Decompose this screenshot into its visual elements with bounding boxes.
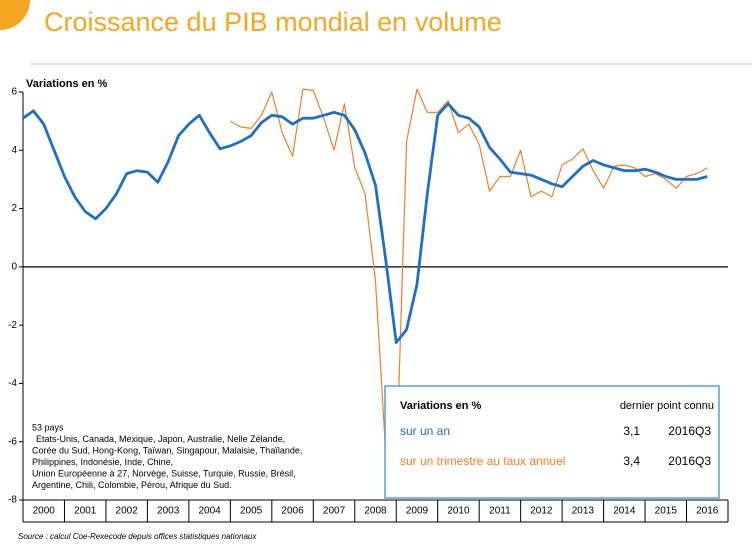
y-tick-label: -2: [8, 320, 17, 331]
info-period: 2016Q3: [668, 454, 711, 468]
series-line: [22, 102, 708, 344]
info-column: dernier point connu: [620, 400, 714, 412]
note-line: 53 pays: [32, 422, 64, 432]
x-tick-label: 2016: [696, 506, 719, 517]
y-tick-label: -8: [8, 495, 17, 506]
note-line: Corée du Sud, Hong-Kong, Taïwan, Singapo…: [32, 445, 302, 455]
x-tick-label: 2014: [613, 506, 636, 517]
x-tick-label: 2009: [406, 506, 429, 517]
x-tick-label: 2004: [198, 506, 221, 517]
info-value: 3,1: [623, 424, 640, 438]
y-tick-label: -6: [8, 436, 17, 447]
plot: -8 -6 -4 -2 0 2 4 6 2000 2001 2002 2003 2004 2005 2006…: [8, 87, 729, 523]
y-tick-label: 2: [11, 203, 17, 214]
info-value: 3,4: [623, 454, 640, 468]
note-line: Union Européenne à 27, Norvège, Suisse, …: [32, 468, 296, 478]
note-line: Philippines, Indonésie, Inde, Chine,: [32, 457, 173, 467]
x-tick-label: 2015: [655, 506, 678, 517]
x-tick-label: 2012: [530, 506, 553, 517]
y-tick-label: -4: [8, 378, 17, 389]
note: 53 pays Etats-Unis, Canada, Mexique, Japo…: [32, 422, 302, 490]
title: Croissance du PIB mondial en volume: [44, 7, 502, 37]
x-tick-label: 2003: [157, 506, 180, 517]
note-line: Argentine, Chili, Colombie, Pérou, Afriq…: [32, 480, 232, 490]
info-period: 2016Q3: [668, 424, 711, 438]
series-line: [230, 88, 708, 472]
x-tick-label: 2011: [489, 506, 511, 517]
x-tick-label: 2008: [364, 506, 387, 517]
legend-entry: sur un an: [400, 424, 450, 438]
y-tick-label: 4: [11, 145, 17, 156]
y-tick-label: 0: [11, 261, 17, 272]
legend-entry: sur un trimestre au taux annuel: [400, 454, 565, 468]
x-tick-label: 2000: [33, 506, 56, 517]
info-box: [384, 385, 720, 499]
x-tick-label: 2005: [240, 506, 263, 517]
x-tick-label: 2001: [74, 506, 97, 517]
x-tick-label: 2006: [281, 506, 304, 517]
info-heading: Variations en %: [400, 400, 482, 412]
x-tick-label: 2007: [323, 506, 346, 517]
y-axis-label: Variations en %: [26, 78, 108, 90]
source: Source : calcul Coe-Rexecode depuis offi…: [18, 532, 257, 541]
x-tick-label: 2010: [447, 506, 470, 517]
x-tick-label: 2002: [116, 506, 139, 517]
y-tick-label: 6: [11, 87, 17, 98]
x-tick-label: 2013: [572, 506, 595, 517]
corner-decoration: [0, 0, 30, 30]
note-line: Etats-Unis, Canada, Mexique, Japon, Aust…: [36, 434, 285, 444]
